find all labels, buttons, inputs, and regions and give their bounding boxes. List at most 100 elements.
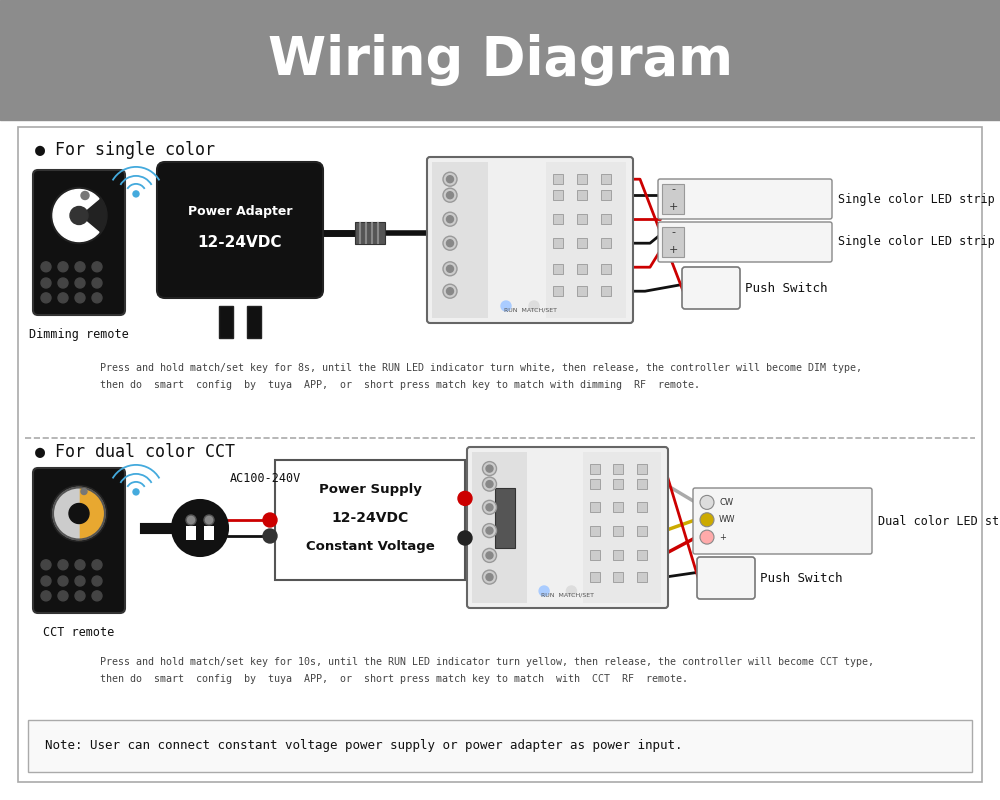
Bar: [590, 550, 600, 560]
Bar: [355, 222, 385, 244]
Bar: [577, 238, 587, 248]
Bar: [590, 526, 600, 536]
Bar: [219, 306, 233, 338]
Bar: [583, 452, 661, 603]
Circle shape: [446, 288, 454, 294]
Bar: [165, 260, 315, 290]
FancyBboxPatch shape: [693, 488, 872, 554]
Bar: [662, 227, 684, 257]
Circle shape: [486, 527, 493, 534]
Bar: [18, 127, 982, 782]
Circle shape: [443, 172, 457, 186]
Circle shape: [51, 486, 107, 542]
Circle shape: [41, 278, 51, 288]
Bar: [590, 572, 600, 582]
Wedge shape: [53, 487, 79, 539]
Circle shape: [486, 504, 493, 511]
Circle shape: [41, 262, 51, 272]
Circle shape: [486, 481, 493, 488]
Bar: [637, 550, 647, 560]
Circle shape: [92, 293, 102, 303]
Circle shape: [58, 591, 68, 601]
Circle shape: [482, 549, 496, 562]
Text: CCT remote: CCT remote: [43, 626, 115, 639]
Bar: [553, 190, 563, 200]
Circle shape: [58, 293, 68, 303]
Circle shape: [75, 591, 85, 601]
Text: Constant Voltage: Constant Voltage: [306, 540, 434, 553]
Bar: [186, 526, 196, 540]
Bar: [637, 479, 647, 489]
Text: then do  smart  config  by  tuya  APP,  or  short press match key to match  with: then do smart config by tuya APP, or sho…: [100, 674, 688, 684]
Text: Dual color LED strip: Dual color LED strip: [878, 514, 1000, 527]
Bar: [637, 464, 647, 474]
Text: CW: CW: [719, 498, 733, 507]
Text: -: -: [671, 184, 675, 194]
Bar: [553, 264, 563, 274]
Circle shape: [446, 176, 454, 182]
Bar: [601, 190, 611, 200]
Circle shape: [58, 576, 68, 586]
Bar: [637, 526, 647, 536]
FancyBboxPatch shape: [467, 447, 668, 608]
Text: RUN  MATCH/SET: RUN MATCH/SET: [541, 593, 594, 598]
Circle shape: [529, 301, 539, 311]
Circle shape: [263, 513, 277, 527]
Circle shape: [700, 513, 714, 526]
Wedge shape: [53, 190, 99, 242]
Circle shape: [69, 503, 89, 523]
Bar: [601, 264, 611, 274]
Text: RUN  MATCH/SET: RUN MATCH/SET: [504, 307, 556, 313]
Bar: [613, 502, 623, 512]
Bar: [553, 238, 563, 248]
Circle shape: [446, 216, 454, 222]
Bar: [601, 174, 611, 184]
Bar: [432, 162, 488, 318]
Circle shape: [75, 278, 85, 288]
FancyBboxPatch shape: [697, 557, 755, 599]
Text: ● For single color: ● For single color: [35, 141, 215, 159]
Text: Note: User can connect constant voltage power supply or power adapter as power i: Note: User can connect constant voltage …: [45, 739, 682, 753]
Bar: [275, 460, 465, 580]
Text: 12-24VDC: 12-24VDC: [198, 235, 282, 250]
Circle shape: [58, 560, 68, 570]
Bar: [472, 452, 527, 603]
Text: ● For dual color CCT: ● For dual color CCT: [35, 443, 235, 461]
Bar: [577, 190, 587, 200]
Bar: [590, 464, 600, 474]
Bar: [247, 306, 261, 338]
Circle shape: [41, 560, 51, 570]
FancyBboxPatch shape: [427, 157, 633, 323]
Bar: [613, 550, 623, 560]
Circle shape: [486, 574, 493, 581]
Bar: [637, 502, 647, 512]
FancyBboxPatch shape: [682, 267, 740, 309]
Bar: [590, 502, 600, 512]
Bar: [613, 572, 623, 582]
Text: 12-24VDC: 12-24VDC: [331, 510, 409, 525]
Circle shape: [458, 491, 472, 506]
Bar: [577, 214, 587, 224]
Text: Power Adapter: Power Adapter: [188, 206, 292, 218]
Circle shape: [263, 529, 277, 543]
FancyBboxPatch shape: [33, 170, 125, 315]
Circle shape: [700, 530, 714, 544]
Text: Single color LED strip: Single color LED strip: [838, 235, 995, 249]
Circle shape: [443, 188, 457, 202]
Circle shape: [486, 465, 493, 472]
Circle shape: [446, 240, 454, 246]
Bar: [553, 286, 563, 296]
Text: +: +: [668, 202, 678, 212]
Text: Wiring Diagram: Wiring Diagram: [268, 34, 732, 86]
Circle shape: [539, 586, 549, 596]
Circle shape: [482, 500, 496, 514]
Bar: [495, 488, 515, 548]
Wedge shape: [79, 487, 105, 539]
Circle shape: [172, 500, 228, 556]
Circle shape: [443, 236, 457, 250]
Bar: [553, 174, 563, 184]
Circle shape: [81, 489, 87, 494]
Circle shape: [75, 293, 85, 303]
Text: Power Supply: Power Supply: [319, 483, 421, 497]
Circle shape: [75, 560, 85, 570]
